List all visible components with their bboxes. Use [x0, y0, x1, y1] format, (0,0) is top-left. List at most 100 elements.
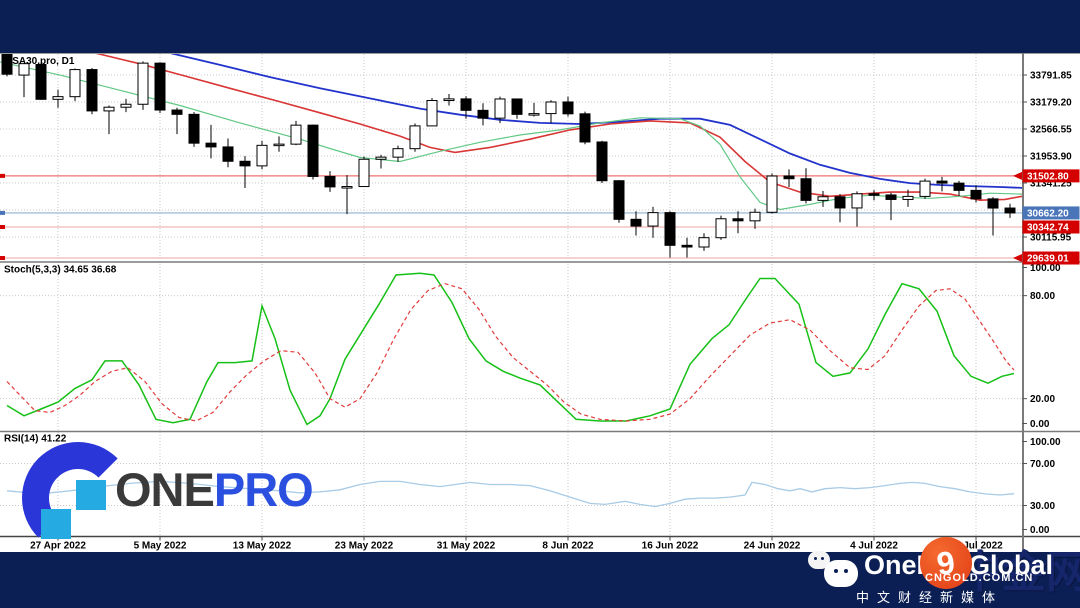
svg-text:0.00: 0.00 [1030, 419, 1050, 430]
candle [970, 189, 982, 200]
candle [613, 180, 625, 220]
cngold-site-name-cn: 中金网 [958, 548, 1080, 597]
stoch-label: Stoch(5,3,3) 34.65 36.68 [4, 265, 117, 276]
candle [987, 198, 999, 209]
candle [800, 178, 812, 201]
svg-text:31 May 2022: 31 May 2022 [437, 541, 496, 552]
candle [103, 106, 115, 112]
svg-text:4 Jul 2022: 4 Jul 2022 [850, 541, 898, 552]
svg-text:0.00: 0.00 [1030, 525, 1050, 536]
svg-text:30342.74: 30342.74 [1027, 223, 1069, 234]
svg-text:30.00: 30.00 [1030, 501, 1055, 512]
onepro-logo-text: ONEPRO [115, 462, 314, 517]
candle [35, 64, 47, 100]
candle [885, 194, 897, 200]
symbol-label: USA30.pro, D1 [5, 56, 75, 67]
candle [426, 100, 438, 127]
candle [239, 160, 251, 167]
svg-text:8 Jun 2022: 8 Jun 2022 [542, 541, 594, 552]
gridlines [0, 54, 1022, 536]
candle [528, 113, 540, 116]
svg-text:30115.95: 30115.95 [1030, 233, 1072, 244]
candle [562, 101, 574, 115]
ma-line-mid_red [94, 53, 1022, 202]
candle [596, 141, 608, 182]
candle [358, 158, 370, 188]
svg-text:32566.55: 32566.55 [1030, 125, 1072, 136]
candle [307, 124, 319, 177]
svg-text:24 Jun 2022: 24 Jun 2022 [744, 541, 801, 552]
top-navy-band [0, 0, 1080, 53]
candle [477, 109, 489, 119]
candle [698, 237, 710, 248]
candle [902, 195, 914, 200]
price-badge [1022, 220, 1080, 234]
candle [834, 196, 846, 209]
svg-text:29639.01: 29639.01 [1027, 254, 1069, 265]
svg-text:13 May 2022: 13 May 2022 [233, 541, 292, 552]
stochastic-lines [6, 272, 1015, 426]
candle [630, 218, 642, 227]
candle [120, 103, 132, 108]
candle [749, 211, 761, 222]
candle [1004, 207, 1016, 214]
stoch-axis-labels: 100.00 80.00 20.00 0.00 [1022, 263, 1061, 430]
wechat-big-bubble-icon [824, 560, 858, 587]
onepro-logo: ONEPRO [20, 438, 350, 554]
candle [783, 175, 795, 180]
candle [511, 98, 523, 115]
svg-text:31502.80: 31502.80 [1027, 171, 1069, 182]
onepro-logo-square2-icon [41, 509, 71, 539]
candle [868, 193, 880, 196]
candle [1, 53, 13, 75]
wechat-small-bubble-icon [808, 551, 830, 569]
candle [817, 196, 829, 201]
svg-text:16 Jun 2022: 16 Jun 2022 [642, 541, 699, 552]
candle [579, 113, 591, 143]
svg-text:33791.85: 33791.85 [1030, 71, 1072, 82]
candle [290, 124, 302, 145]
rsi-axis-labels: 100.00 70.00 30.00 0.00 [1022, 437, 1061, 536]
candle [919, 180, 931, 197]
price-badge [1022, 206, 1080, 220]
svg-text:31953.90: 31953.90 [1030, 152, 1072, 163]
svg-text:80.00: 80.00 [1030, 291, 1055, 302]
candle [494, 98, 506, 119]
wechat-icon [808, 551, 862, 591]
candle [188, 113, 200, 144]
cngold-logo-icon: 9 [920, 537, 972, 589]
candle [460, 98, 472, 111]
horizontal-price-lines [0, 173, 1022, 261]
candle [664, 212, 676, 246]
cngold-tagline: 中文财经新媒体 [856, 590, 1004, 605]
candle [205, 142, 217, 148]
candle [443, 98, 455, 102]
onepro-logo-square-icon [76, 480, 106, 510]
ma-line-fast_green [0, 61, 1022, 211]
svg-text:100.00: 100.00 [1030, 263, 1061, 274]
panel-labels: USA30.pro, D1 Stoch(5,3,3) 34.65 36.68 RSI… [4, 56, 117, 445]
svg-text:30662.20: 30662.20 [1027, 208, 1069, 219]
svg-text:100.00: 100.00 [1030, 437, 1061, 448]
candle [256, 144, 268, 167]
rsi-line [6, 480, 1015, 508]
svg-text:31341.25: 31341.25 [1030, 179, 1072, 190]
candle [936, 180, 948, 184]
price-badges: 31502.80 30662.20 30342.74 29639.01 [1013, 169, 1080, 265]
svg-text:5 May 2022: 5 May 2022 [134, 541, 187, 552]
moving-averages [0, 53, 1022, 211]
panel-frame [0, 53, 1080, 552]
candle [375, 156, 387, 160]
svg-text:33179.20: 33179.20 [1030, 98, 1072, 109]
onepro-text-pro: PRO [213, 463, 314, 516]
candle [137, 62, 149, 105]
candle [171, 109, 183, 115]
candle [222, 146, 234, 162]
candle [647, 212, 659, 227]
candle [715, 218, 727, 239]
candle [18, 63, 30, 76]
svg-text:23 May 2022: 23 May 2022 [335, 541, 394, 552]
candle [409, 125, 421, 150]
rsi-label: RSI(14) 41.22 [4, 434, 67, 445]
